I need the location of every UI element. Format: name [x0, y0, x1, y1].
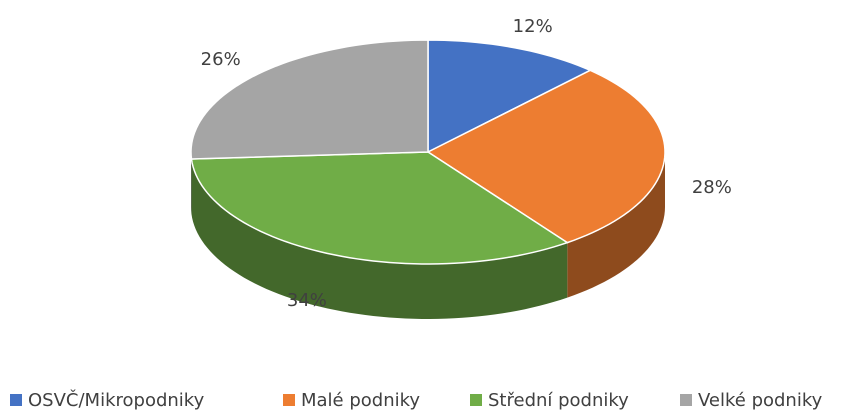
slice [426, 69, 666, 244]
slice-side [567, 152, 665, 298]
legend-label: Velké podniky [698, 390, 823, 411]
legend-swatch [470, 394, 482, 406]
slice [190, 151, 570, 265]
legend-label: Malé podniky [301, 390, 420, 411]
slice [427, 39, 593, 154]
pie-sides [191, 152, 665, 319]
slice-side [191, 159, 568, 319]
legend-swatch [283, 394, 295, 406]
legend-label: Střední podniky [488, 390, 629, 411]
data-label: 12% [513, 16, 553, 37]
legend-swatch [680, 394, 692, 406]
slice [190, 39, 429, 160]
data-label: 28% [692, 177, 732, 198]
data-label: 26% [201, 49, 241, 70]
pie-tops [190, 39, 666, 265]
legend-swatch [10, 394, 22, 406]
data-label: 34% [287, 290, 327, 311]
legend-label: OSVČ/Mikropodniky [28, 389, 205, 411]
